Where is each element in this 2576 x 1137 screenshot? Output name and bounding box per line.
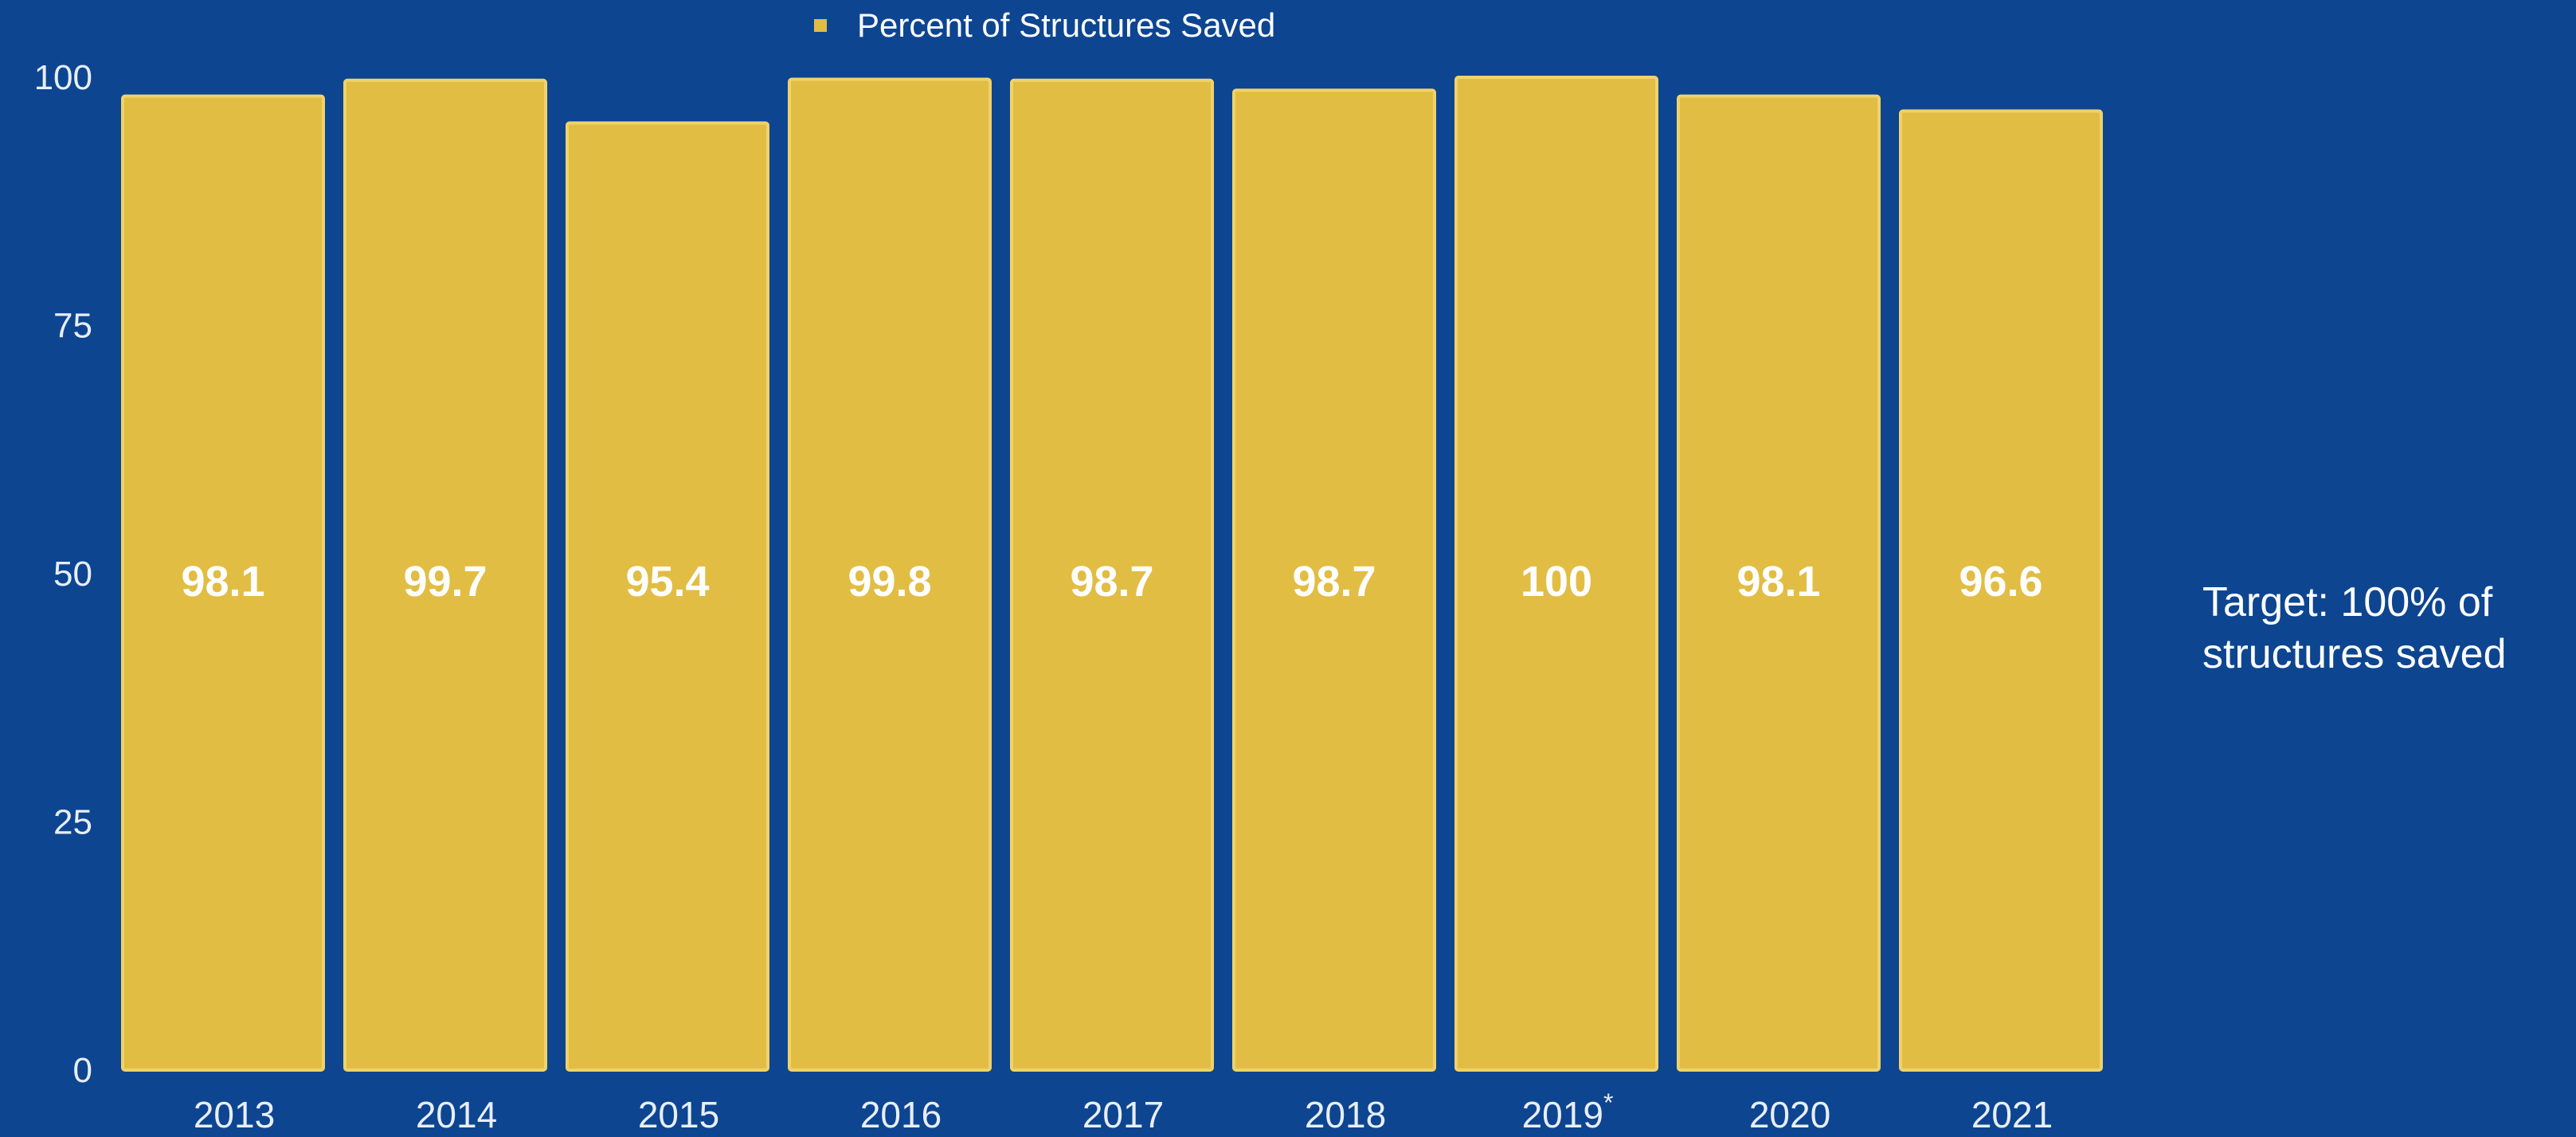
bar: [566, 121, 769, 1072]
bar: [1232, 88, 1436, 1072]
x-tick-label-text: 2019: [1522, 1094, 1603, 1133]
x-tick-label-text: 2016: [860, 1094, 942, 1133]
bar-value-label: 98.7: [1292, 558, 1376, 606]
legend-swatch: [814, 19, 827, 32]
x-tick-label: 2015: [638, 1094, 719, 1133]
x-tick-label: 2018: [1305, 1094, 1386, 1133]
x-tick-label-text: 2017: [1082, 1094, 1164, 1133]
y-tick-label: 75: [53, 307, 92, 346]
target-annotation-line-1: Target: 100% of: [2202, 579, 2493, 625]
x-tick-label: 2021: [1971, 1094, 2053, 1133]
legend-label: Percent of Structures Saved: [857, 6, 1275, 44]
bar: [1677, 94, 1881, 1072]
bar-value-label: 98.1: [181, 558, 264, 606]
y-tick-label: 50: [53, 555, 92, 594]
target-annotation: Target: 100% of structures saved: [2202, 579, 2507, 677]
x-tick-label-text: 2015: [638, 1094, 719, 1133]
y-tick-label: 100: [34, 58, 92, 97]
bars: 98.1 99.7 95.4 99.8 98.7 98.7 100 98.1 96.6: [121, 76, 2103, 1072]
y-tick-label: 0: [73, 1051, 92, 1090]
target-annotation-line-2: structures saved: [2202, 631, 2507, 677]
x-tick-label: 2019*: [1522, 1088, 1614, 1133]
x-axis: 2013 2014 2015 2016 2017 2018 2019* 2020 2021: [194, 1088, 2053, 1135]
bar-value-label: 96.6: [1959, 558, 2042, 606]
x-tick-footnote-mark: *: [1603, 1088, 1613, 1117]
bar: [1010, 78, 1214, 1072]
x-tick-label: 2014: [416, 1094, 497, 1133]
bar-value-label: 99.8: [848, 558, 931, 606]
bar-value-label: 98.1: [1736, 558, 1820, 606]
x-tick-label: 2013: [194, 1094, 275, 1133]
bar: [343, 78, 547, 1072]
bar-value-label: 99.7: [403, 558, 487, 606]
y-tick-label: 25: [53, 803, 92, 842]
bar-value-label: 98.7: [1070, 558, 1153, 606]
y-axis: 0 25 50 75 100: [34, 58, 92, 1090]
legend: Percent of Structures Saved: [814, 6, 1275, 44]
bar-value-label: 100: [1521, 558, 1592, 606]
x-tick-label-text: 2018: [1305, 1094, 1386, 1133]
x-tick-label: 2020: [1749, 1094, 1830, 1133]
bar: [788, 77, 992, 1072]
bar: [1899, 109, 2103, 1072]
x-tick-label-text: 2013: [194, 1094, 275, 1133]
x-tick-label: 2017: [1082, 1094, 1164, 1133]
bar: [1454, 76, 1658, 1072]
x-tick-label-text: 2014: [416, 1094, 497, 1133]
x-tick-label-text: 2021: [1971, 1094, 2053, 1133]
x-tick-label-text: 2020: [1749, 1094, 1830, 1133]
bar-value-label: 95.4: [625, 558, 709, 606]
bar: [121, 94, 325, 1072]
x-tick-label: 2016: [860, 1094, 942, 1133]
